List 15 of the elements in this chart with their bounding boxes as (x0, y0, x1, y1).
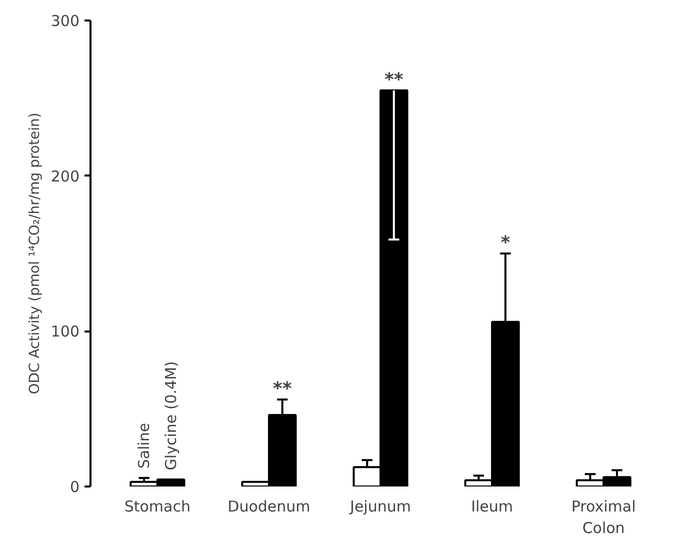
text: Saline (135, 422, 154, 469)
annotation: ** (272, 378, 292, 400)
x-tick-label: Ileum (471, 498, 514, 516)
x-tick-label: Jejunum (349, 498, 411, 516)
text: Glycine (0.4M) (162, 361, 180, 470)
y-axis-title: ODC Activity (pmol ¹⁴CO₂/hr/mg protein) (26, 112, 43, 394)
y-tick-label: 200 (50, 167, 80, 186)
x-tick-label: Proximal Colon (571, 498, 636, 538)
x-tick-label: Duodenum (228, 498, 310, 516)
y-tick-label: 300 (50, 12, 80, 30)
annotation: * (500, 232, 511, 254)
annotation: ** (384, 69, 404, 90)
y-tick-label: 100 (50, 322, 80, 341)
y-tick-label: 0 (70, 478, 80, 496)
x-tick-label: Stomach (124, 498, 190, 516)
